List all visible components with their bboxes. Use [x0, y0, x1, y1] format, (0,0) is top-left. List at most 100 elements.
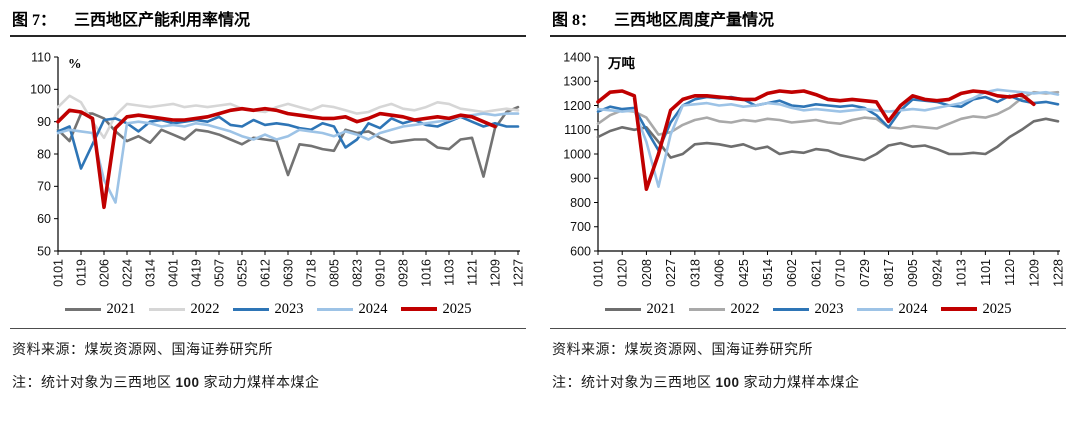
legend-label: 2023	[274, 300, 304, 317]
x-tick-label: 0227	[664, 259, 678, 287]
x-tick-label: 0401	[167, 259, 181, 287]
x-tick-label: 1209	[489, 259, 503, 287]
y-tick-label: 110	[31, 50, 51, 64]
note-prefix: 注：统计对象为三西地区	[552, 376, 716, 391]
legend-line-swatch	[400, 307, 437, 311]
x-tick-label: 0206	[98, 259, 112, 287]
legend-item-2023: 2023	[232, 300, 304, 318]
y-tick-label: 800	[570, 196, 591, 210]
title-divider	[550, 35, 1066, 37]
chart-area: 600 700 800 900 1000 1100 1200 1300 1400 0101 0120…	[550, 47, 1066, 319]
x-tick-label: 0621	[809, 259, 823, 287]
series-line-2022	[56, 94, 520, 140]
figure-label: 图 8：	[552, 12, 597, 29]
x-tick-label: 1227	[512, 259, 526, 287]
legend-line-swatch	[64, 307, 101, 311]
series-line-2024	[596, 88, 1060, 188]
figure-panel-8: 图 8： 三西地区周度产量情况 600 700 800 900 1000 1100 1200 1…	[540, 0, 1080, 392]
x-tick-label: 0224	[121, 259, 135, 287]
footer-divider	[550, 328, 1066, 329]
x-tick-label: 0910	[374, 259, 388, 287]
series-line-2025	[56, 106, 497, 210]
legend-line-swatch	[604, 307, 641, 311]
figure-panel-7: 图 7： 三西地区产能利用率情况 50 60 70 80 90 100 110 0101 0119…	[0, 0, 540, 392]
y-tick-label: 1400	[563, 50, 591, 64]
x-tick-label: 0924	[930, 259, 944, 287]
x-tick-label: 1103	[443, 259, 457, 286]
note-suffix: 家动力煤样本煤企	[199, 376, 320, 391]
legend-label: 2024	[898, 300, 928, 317]
axis-unit-label: 万吨	[607, 55, 636, 71]
legend-label: 2025	[442, 300, 472, 317]
series-line-2022	[596, 90, 1060, 136]
x-tick-label: 0101	[52, 259, 66, 287]
x-tick-label: 0612	[259, 259, 273, 287]
legend-line-swatch	[772, 307, 809, 311]
x-tick-label: 0514	[761, 259, 775, 287]
legend-item-2021: 2021	[604, 300, 676, 318]
legend-label: 2022	[730, 300, 760, 317]
line-chart-weekly-output: 600 700 800 900 1000 1100 1200 1300 1400 0101 0120…	[563, 50, 1065, 287]
legend-item-2023: 2023	[772, 300, 844, 318]
note-number: 100	[175, 375, 200, 390]
x-tick-label: 0425	[737, 259, 751, 287]
legend-label: 2024	[358, 300, 388, 317]
x-tick-label: 0314	[144, 259, 158, 287]
x-tick-label: 0507	[213, 259, 227, 287]
figure-title-text: 三西地区产能利用率情况	[74, 12, 251, 29]
legend-label: 2025	[982, 300, 1012, 317]
figure-title: 图 8： 三西地区周度产量情况	[550, 6, 1066, 30]
note-text: 注：统计对象为三西地区 100 家动力煤样本煤企	[550, 359, 1066, 392]
series-line-2024	[56, 112, 520, 204]
series-line-2021	[596, 117, 1060, 162]
note-text: 注：统计对象为三西地区 100 家动力煤样本煤企	[10, 359, 526, 392]
x-tick-label: 0718	[305, 259, 319, 287]
legend-item-2022: 2022	[148, 301, 220, 318]
x-tick-label: 0710	[834, 259, 848, 287]
x-tick-label: 1016	[420, 259, 434, 287]
x-tick-label: 0525	[236, 259, 250, 287]
legend-item-2022: 2022	[688, 300, 760, 318]
x-tick-label: 0208	[640, 259, 654, 287]
legend-label: 2021	[106, 300, 136, 317]
legend-line-swatch	[688, 307, 725, 311]
line-chart-capacity-utilization: 50 60 70 80 90 100 110 0101 0119 0206 0224 0314 0401…	[30, 50, 526, 287]
y-tick-label: 90	[37, 115, 51, 129]
x-tick-label: 0928	[397, 259, 411, 287]
y-tick-label: 1300	[563, 75, 591, 89]
legend-item-2024: 2024	[856, 300, 928, 318]
note-number: 100	[715, 375, 740, 390]
series-line-2023	[596, 94, 1060, 152]
title-divider	[10, 35, 526, 37]
legend-item-2021: 2021	[64, 300, 136, 318]
legend-line-swatch	[316, 307, 353, 311]
chart-legend: 2021 2022 2023 2024 2025	[10, 299, 526, 319]
x-tick-label: 0101	[592, 259, 606, 287]
note-suffix: 家动力煤样本煤企	[739, 376, 860, 391]
x-tick-label: 0318	[688, 259, 702, 287]
x-tick-label: 1101	[979, 259, 993, 286]
x-tick-label: 1013	[955, 259, 969, 287]
x-tick-label: 1209	[1027, 259, 1041, 287]
legend-item-2025: 2025	[940, 300, 1012, 318]
source-text: 资料来源：煤炭资源网、国海证券研究所	[12, 343, 273, 358]
x-tick-label: 1121	[466, 259, 480, 286]
y-tick-label: 60	[37, 212, 51, 226]
legend-label: 2021	[646, 300, 676, 317]
x-tick-label: 0120	[616, 259, 630, 287]
series-line-2023	[56, 115, 520, 170]
x-tick-label: 0630	[282, 259, 296, 287]
chart-area: 50 60 70 80 90 100 110 0101 0119 0206 0224 0314 0401…	[10, 47, 526, 319]
figure-label: 图 7：	[12, 12, 57, 29]
x-tick-label: 0419	[190, 259, 204, 287]
y-tick-label: 1100	[564, 123, 591, 137]
x-tick-label: 0805	[328, 259, 342, 287]
y-tick-label: 80	[37, 147, 51, 161]
x-tick-label: 0602	[785, 259, 799, 287]
legend-label: 2023	[814, 300, 844, 317]
footer-divider	[10, 328, 526, 329]
y-tick-label: 70	[37, 180, 51, 194]
legend-line-swatch	[232, 307, 269, 311]
series-line-2025	[596, 89, 1036, 191]
legend-line-swatch	[856, 307, 893, 311]
